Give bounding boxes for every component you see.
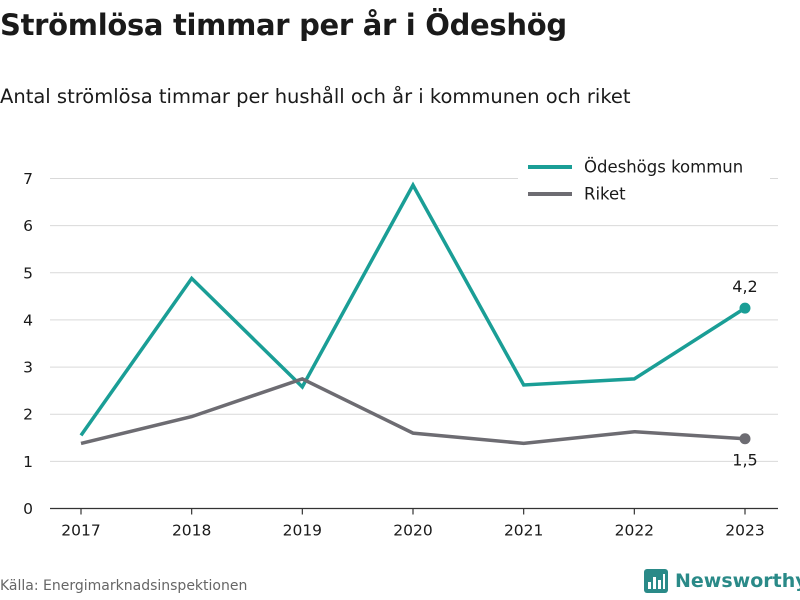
series-end-marker (739, 302, 751, 314)
bar-chart-logo-icon (644, 569, 668, 593)
x-tick-label: 2018 (172, 522, 211, 540)
y-tick-label: 0 (23, 500, 33, 518)
data-label: 4,2 (732, 277, 757, 296)
series-line (79, 181, 746, 437)
x-tick-label: 2023 (725, 522, 764, 540)
y-tick-label: 2 (23, 406, 33, 424)
brand-logo[interactable]: Newsworthy (644, 569, 800, 593)
chart-subtitle: Antal strömlösa timmar per hushåll och å… (0, 85, 631, 108)
y-tick-label: 4 (23, 311, 33, 329)
legend-label: Ödeshögs kommun (584, 158, 743, 177)
legend-background (518, 151, 770, 211)
legend-label: Riket (584, 185, 626, 204)
x-tick-label: 2020 (393, 522, 432, 540)
y-tick-label: 1 (23, 453, 33, 471)
data-label: 1,5 (732, 451, 757, 470)
y-tick-label: 3 (23, 359, 33, 377)
x-tick-label: 2019 (283, 522, 322, 540)
source-note: Källa: Energimarknadsinspektionen (0, 578, 248, 594)
series-line (80, 377, 746, 446)
x-tick-label: 2022 (615, 522, 654, 540)
brand-name: Newsworthy (675, 570, 800, 592)
x-tick-label: 2021 (504, 522, 543, 540)
y-tick-label: 7 (23, 170, 33, 188)
y-tick-label: 6 (23, 217, 33, 235)
y-tick-label: 5 (23, 264, 33, 282)
x-tick-label: 2017 (61, 522, 100, 540)
chart-title: Strömlösa timmar per år i Ödeshög (0, 8, 567, 42)
series-end-marker (739, 433, 751, 445)
